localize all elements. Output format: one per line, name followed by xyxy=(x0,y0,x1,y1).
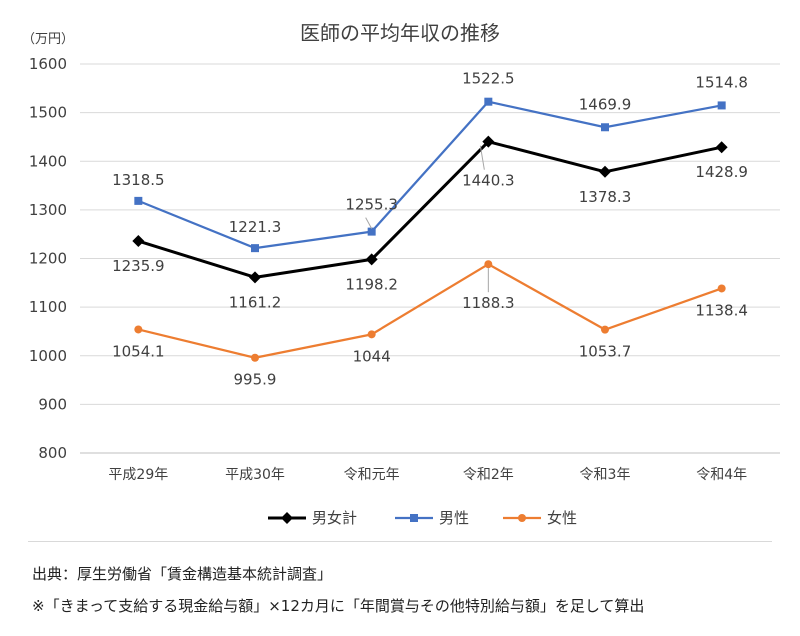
data-point-男女計 xyxy=(715,141,728,154)
y-tick-label: 1200 xyxy=(29,250,67,268)
data-point-男女計 xyxy=(482,135,495,148)
legend-label-男女計: 男女計 xyxy=(312,509,357,527)
y-tick-label: 1600 xyxy=(29,55,67,73)
leader-line xyxy=(365,217,373,229)
data-label-女性: 1044 xyxy=(353,347,391,365)
chart-title: 医師の平均年収の推移 xyxy=(300,21,500,45)
data-label-女性: 1054.1 xyxy=(112,342,165,360)
data-point-男性 xyxy=(484,97,493,106)
x-tick-label: 令和2年 xyxy=(463,467,514,483)
data-label-男女計: 1428.9 xyxy=(695,163,748,181)
data-label-女性: 995.9 xyxy=(234,371,277,389)
x-tick-label: 平成29年 xyxy=(108,467,168,483)
line-chart: 医師の平均年収の推移 （万円） 800 900 1000 1100 1200 1300 1400… xyxy=(22,21,780,527)
data-label-男女計: 1161.2 xyxy=(229,293,282,311)
data-point-女性 xyxy=(601,325,609,334)
data-label-女性: 1138.4 xyxy=(695,301,748,319)
data-point-男女計 xyxy=(249,271,261,284)
data-point-男性 xyxy=(601,123,609,132)
legend-marker-男性 xyxy=(410,514,418,522)
y-tick-label: 900 xyxy=(38,395,67,413)
series-line-男女計 xyxy=(137,140,722,279)
source-note: 出典：厚生労働省「賃金構造基本統計調査」 xyxy=(32,565,333,583)
x-tick-label: 令和3年 xyxy=(580,467,631,483)
y-tick-label: 1400 xyxy=(29,152,67,170)
x-tick-label: 令和元年 xyxy=(344,467,400,483)
data-label-女性: 1188.3 xyxy=(462,294,515,312)
data-label-男性: 1514.8 xyxy=(695,73,748,91)
data-point-女性 xyxy=(251,353,259,362)
data-label-男性: 1522.5 xyxy=(462,70,515,88)
divider xyxy=(28,541,772,542)
data-label-男性: 1469.9 xyxy=(579,95,632,113)
data-point-女性 xyxy=(484,260,493,269)
legend-marker-男女計 xyxy=(281,512,293,524)
series-line-女性 xyxy=(138,263,723,359)
x-tick-label: 平成30年 xyxy=(225,467,285,483)
data-point-男性 xyxy=(251,244,259,253)
legend-label-男性: 男性 xyxy=(439,509,469,527)
data-point-男性 xyxy=(367,227,376,236)
y-tick-label: 1500 xyxy=(29,104,67,122)
data-label-女性: 1053.7 xyxy=(579,343,632,361)
data-label-男女計: 1440.3 xyxy=(462,172,515,190)
data-label-男女計: 1235.9 xyxy=(112,257,165,275)
legend-label-女性: 女性 xyxy=(547,509,577,527)
y-tick-label: 800 xyxy=(38,444,67,462)
data-label-男女計: 1198.2 xyxy=(345,275,398,293)
data-point-女性 xyxy=(367,330,376,339)
leader-line xyxy=(479,145,485,170)
data-point-女性 xyxy=(717,284,726,293)
x-tick-label: 令和4年 xyxy=(696,467,747,483)
data-label-男女計: 1378.3 xyxy=(579,188,632,206)
data-point-男女計 xyxy=(365,253,378,266)
legend-marker-女性 xyxy=(518,514,526,522)
data-label-男性: 1221.3 xyxy=(229,218,282,236)
series-line-男性 xyxy=(137,100,722,250)
y-tick-label: 1100 xyxy=(29,298,67,316)
data-point-男女計 xyxy=(132,235,145,248)
data-point-男性 xyxy=(134,196,143,205)
y-axis-unit-label: （万円） xyxy=(22,32,74,47)
data-label-男性: 1255.3 xyxy=(345,196,398,214)
data-point-男女計 xyxy=(599,165,611,178)
y-tick-label: 1300 xyxy=(29,201,67,219)
data-point-女性 xyxy=(134,325,143,334)
data-label-男性: 1318.5 xyxy=(112,171,165,189)
data-point-男性 xyxy=(717,101,726,110)
y-tick-label: 1000 xyxy=(29,347,67,365)
calculation-note: ※「きまって支給する現金給与額」×12カ月に「年間賞与その他特別給与額」を足して… xyxy=(32,597,645,615)
